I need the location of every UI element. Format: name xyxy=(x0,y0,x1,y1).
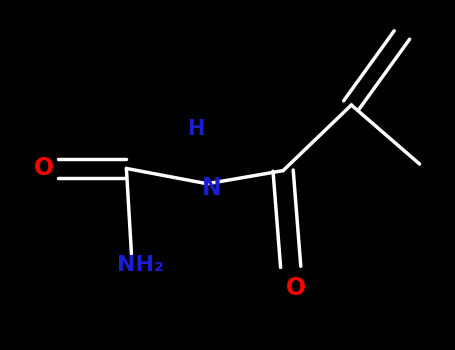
Text: O: O xyxy=(286,276,306,300)
Text: NH₂: NH₂ xyxy=(117,255,164,275)
Text: N: N xyxy=(202,176,221,200)
Text: O: O xyxy=(34,155,54,180)
Text: H: H xyxy=(187,119,205,139)
